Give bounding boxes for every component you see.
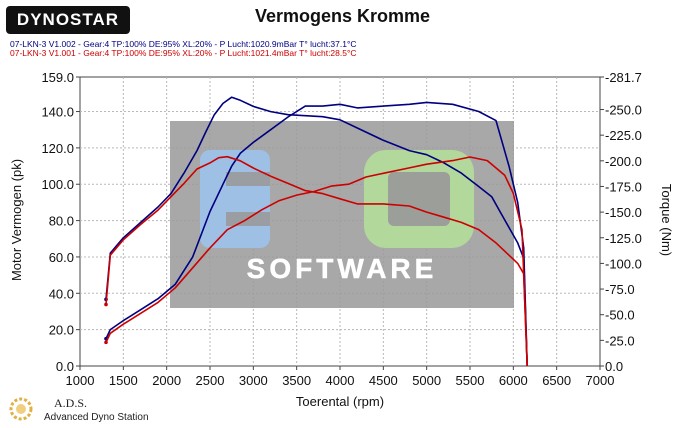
y2-tick-label: 0.0 bbox=[605, 359, 623, 374]
y-tick-label: 60.0 bbox=[49, 250, 74, 265]
y2-tick-label: -125.0 bbox=[605, 231, 642, 246]
y2-axis-label: Torque (Nm) bbox=[659, 184, 674, 256]
y2-tick-label: -150.0 bbox=[605, 205, 642, 220]
series-start-point bbox=[104, 302, 108, 307]
y-tick-label: 40.0 bbox=[49, 286, 74, 301]
y-tick-label: 20.0 bbox=[49, 323, 74, 338]
y-tick-label: 120.0 bbox=[41, 141, 74, 156]
x-tick-label: 1500 bbox=[109, 373, 138, 388]
x-tick-label: 2500 bbox=[196, 373, 225, 388]
y-tick-label: 140.0 bbox=[41, 105, 74, 120]
dynostar-logo: DYNOSTAR bbox=[6, 6, 130, 34]
y2-tick-label: -250.0 bbox=[605, 103, 642, 118]
eq-software-watermark: SOFTWARE bbox=[170, 121, 514, 308]
x-tick-label: 2000 bbox=[152, 373, 181, 388]
y2-tick-label: -200.0 bbox=[605, 154, 642, 169]
y-tick-label: 100.0 bbox=[41, 177, 74, 192]
x-tick-label: 4000 bbox=[326, 373, 355, 388]
series-line-1 bbox=[105, 96, 528, 367]
x-tick-label: 3500 bbox=[282, 373, 311, 388]
y-axis-label: Motor Vermogen (pk) bbox=[9, 159, 24, 281]
x-tick-label: 4500 bbox=[369, 373, 398, 388]
series-line-3 bbox=[105, 155, 528, 367]
ads-gear-icon bbox=[9, 397, 33, 421]
ads-subtitle: Advanced Dyno Station bbox=[44, 412, 149, 423]
x-tick-label: 5000 bbox=[412, 373, 441, 388]
ads-name: A.D.S. bbox=[54, 396, 88, 410]
x-tick-label: 1000 bbox=[66, 373, 95, 388]
watermark-q-hole bbox=[388, 172, 450, 226]
chart-ticks: 1000 1500 2000 2500 3000 3500 4000 4500 5000 5500… bbox=[41, 70, 641, 388]
logo-text: DYNOSTAR bbox=[16, 10, 120, 29]
run-info-2: 07-LKN-3 V1.001 - Gear:4 TP:100% DE:95% … bbox=[10, 48, 357, 58]
x-tick-label: 3000 bbox=[239, 373, 268, 388]
x-tick-label: 7000 bbox=[586, 373, 615, 388]
y2-tick-label: -281.7 bbox=[605, 70, 642, 85]
run-info-1: 07-LKN-3 V1.002 - Gear:4 TP:100% DE:95% … bbox=[10, 39, 357, 49]
watermark-e-block bbox=[200, 150, 270, 248]
x-tick-label: 6500 bbox=[542, 373, 571, 388]
y-tick-label: 80.0 bbox=[49, 214, 74, 229]
y-tick-label: 0.0 bbox=[56, 359, 74, 374]
chart-series bbox=[104, 96, 528, 367]
watermark-e-gap1 bbox=[226, 172, 270, 186]
y2-tick-label: -100.0 bbox=[605, 256, 642, 271]
series-line-4 bbox=[105, 156, 528, 367]
watermark-software-text: SOFTWARE bbox=[247, 253, 438, 284]
x-tick-label: 5500 bbox=[456, 373, 485, 388]
y-tick-label: 159.0 bbox=[41, 70, 74, 85]
x-axis-label: Toerental (rpm) bbox=[296, 394, 384, 409]
ads-footer: A.D.S. Advanced Dyno Station bbox=[8, 394, 178, 426]
y2-tick-label: -225.0 bbox=[605, 128, 642, 143]
y2-tick-label: -175.0 bbox=[605, 179, 642, 194]
series-start-point bbox=[104, 340, 108, 345]
x-tick-label: 6000 bbox=[499, 373, 528, 388]
series-line-2 bbox=[105, 101, 528, 367]
chart-title: Vermogens Kromme bbox=[254, 6, 431, 26]
y2-tick-label: -25.0 bbox=[605, 333, 635, 348]
y2-tick-label: -50.0 bbox=[605, 308, 635, 323]
y2-tick-label: -75.0 bbox=[605, 282, 635, 297]
